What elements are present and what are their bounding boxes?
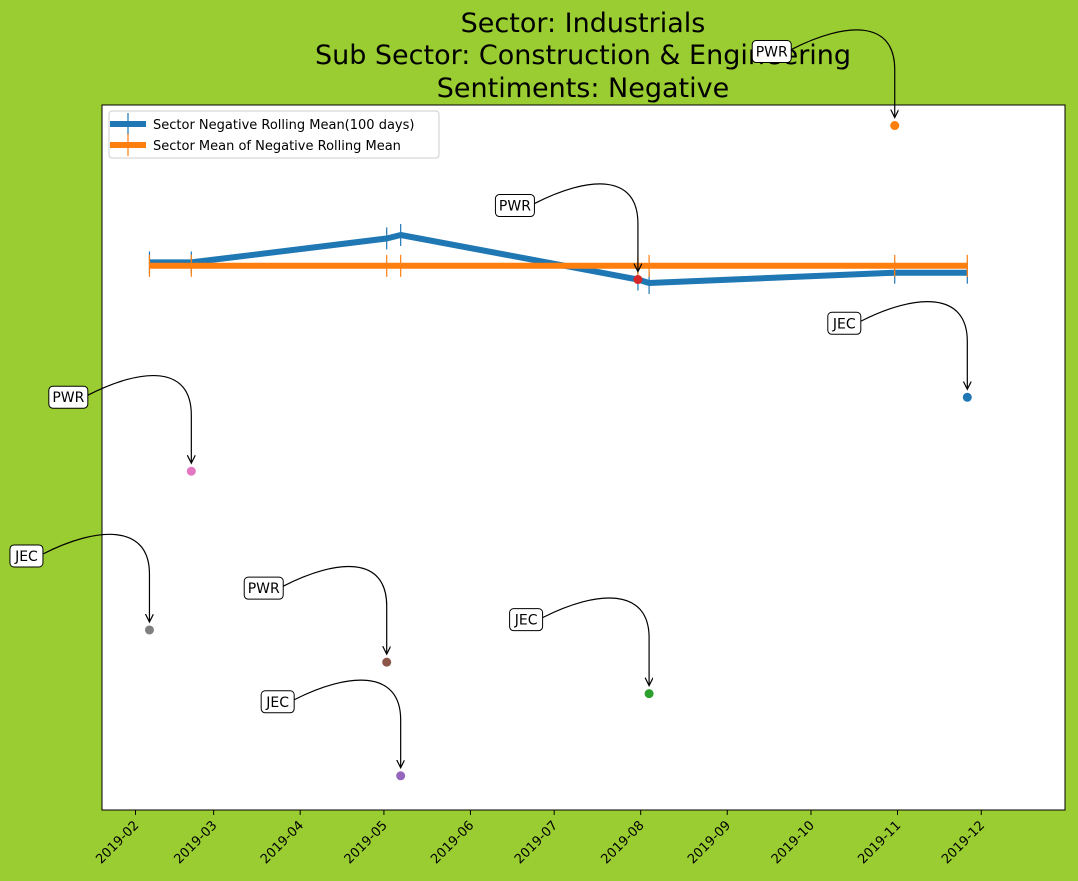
annotation-arrow (790, 29, 895, 117)
x-axis: 2019-02 2019-03 2019-04 2019-05 2019-06 2019-… (93, 810, 988, 867)
x-tick-label: 2019-03 (171, 818, 220, 867)
legend-label: Sector Mean of Negative Rolling Mean (153, 139, 401, 154)
annotation-label-jec: JEC (832, 316, 856, 332)
x-tick-label: 2019-02 (93, 818, 142, 867)
scatter-point-jec (644, 689, 654, 699)
scatter-point-jec (144, 625, 154, 635)
annotation-box (509, 608, 544, 632)
x-tick-label: 2019-11 (855, 818, 904, 867)
legend-frame (108, 110, 440, 159)
annotation-label-pwr: PWR (756, 45, 788, 61)
x-tick-label: 2019-08 (599, 818, 648, 867)
x-tick-label: 2019-09 (685, 818, 734, 867)
legend: Sector Negative Rolling Mean(100 days) Se… (108, 110, 440, 159)
annotation-box (827, 311, 862, 335)
annotation-arrow (860, 301, 968, 389)
annotation-box (48, 385, 89, 409)
x-tick-label: 2019-05 (342, 818, 391, 867)
scatter-point-pwr (890, 121, 900, 131)
annotation-label-jec: JEC (265, 695, 289, 711)
scatter-point-pwr (382, 657, 392, 667)
series-line-0 (149, 232, 968, 286)
x-tick-label: 2019-12 (939, 818, 988, 867)
annotation-box (494, 194, 535, 218)
x-tick-label: 2019-07 (512, 818, 561, 867)
legend-label: Sector Negative Rolling Mean(100 days) (153, 118, 414, 133)
annotation-label-pwr: PWR (499, 199, 531, 215)
title-line-sentiment: Sentiments: Negative (437, 73, 729, 104)
scatter-point-pwr (633, 275, 643, 285)
scatter-point-jec (962, 392, 972, 402)
x-tick-label: 2019-06 (428, 818, 477, 867)
annotation-box (260, 690, 295, 714)
plot-area (101, 104, 1066, 811)
scatter-point-pwr (186, 466, 196, 476)
annotation-label-pwr: PWR (52, 390, 84, 406)
annotation-label-jec: JEC (14, 549, 38, 565)
annotation-arrow (42, 533, 150, 621)
scatter-point-jec (396, 771, 406, 781)
annotation-label-jec: JEC (514, 613, 538, 629)
points-layer (144, 121, 972, 781)
annotation-arrow (87, 374, 191, 463)
title-line-sector: Sector: Industrials (461, 8, 706, 39)
annotation-box (751, 40, 792, 64)
annotations-layer: PWR JEC PWR JEC PWR JEC PWR JEC (9, 29, 968, 767)
annotation-label-pwr: PWR (248, 581, 280, 597)
annotation-arrow (293, 679, 401, 767)
x-tick-label: 2019-04 (258, 818, 307, 867)
annotation-arrow (534, 183, 638, 271)
annotation-box (243, 576, 284, 600)
x-tick-label: 2019-10 (769, 818, 818, 867)
series-layer (148, 224, 968, 294)
annotation-box (9, 544, 44, 568)
annotation-arrow (282, 565, 387, 654)
annotation-arrow (542, 597, 650, 685)
